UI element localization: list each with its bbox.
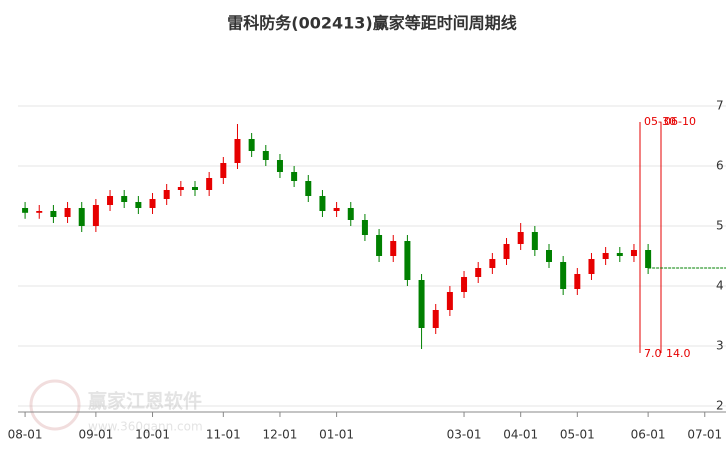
candle-body <box>319 196 326 211</box>
candle-body <box>248 139 255 151</box>
candle-body <box>376 235 383 256</box>
watermark-logo <box>29 379 81 431</box>
candle-body <box>546 250 552 262</box>
candle-body <box>390 241 397 256</box>
x-tick-label: 09-01 <box>78 428 113 442</box>
candle-body <box>347 208 354 220</box>
candle-body <box>461 277 468 292</box>
candle-body <box>234 139 241 163</box>
candle-body <box>64 208 71 217</box>
x-tick-label: 06-01 <box>631 428 666 442</box>
watermark-url: www.360gann.com <box>88 420 203 434</box>
cycle-days: 14.0 <box>666 347 691 360</box>
x-tick-label: 07-01 <box>687 428 722 442</box>
candle-body <box>418 280 425 328</box>
y-tick-label: 2 <box>716 399 724 413</box>
candle-body <box>531 232 538 250</box>
y-tick-label: 3 <box>716 339 724 353</box>
candle-body <box>645 250 652 268</box>
y-tick-label: 6 <box>716 159 724 173</box>
x-tick-label: 12-01 <box>263 428 298 442</box>
candle-body <box>588 259 595 274</box>
y-tick-label: 7 <box>716 99 724 113</box>
x-tick-label: 01-01 <box>319 428 354 442</box>
candle-body <box>305 181 312 196</box>
candle-body <box>121 196 128 202</box>
candle-body <box>404 241 411 280</box>
candle-body <box>503 244 510 259</box>
candle-body <box>560 262 567 289</box>
candle-body <box>177 187 184 190</box>
candle-body <box>192 187 198 190</box>
candle-body <box>432 310 439 328</box>
candle-body <box>163 190 170 199</box>
candle-body <box>92 205 99 226</box>
candle-body <box>107 196 114 205</box>
candle-body <box>475 268 482 277</box>
candle-body <box>206 178 213 190</box>
candle-body <box>630 250 637 256</box>
cycle-date: 06-10 <box>664 115 696 128</box>
cycle-date: 05-30 <box>644 115 676 128</box>
candle-body <box>602 253 609 259</box>
candle-body <box>135 202 142 208</box>
candle-body <box>574 274 581 289</box>
y-tick-label: 5 <box>716 219 724 233</box>
candle-body <box>22 208 29 213</box>
x-tick-label: 04-01 <box>503 428 538 442</box>
watermark: 赢家江恩软件 www.360gann.com <box>29 379 203 434</box>
candle-body <box>276 160 283 172</box>
candle-body <box>291 172 298 181</box>
candle-body <box>517 232 524 244</box>
candle-body <box>446 292 453 310</box>
x-tick-label: 10-01 <box>135 428 170 442</box>
candle-body <box>50 211 57 217</box>
y-tick-label: 4 <box>716 279 724 293</box>
candle-body <box>220 163 227 178</box>
candle-body <box>333 208 340 211</box>
x-tick-label: 08-01 <box>8 428 43 442</box>
candle-body <box>616 253 623 256</box>
candle-body <box>78 208 85 226</box>
candle-body <box>361 220 368 235</box>
x-tick-label: 05-01 <box>560 428 595 442</box>
candle-body <box>36 211 43 213</box>
x-tick-label: 11-01 <box>206 428 241 442</box>
watermark-name: 赢家江恩软件 <box>88 390 202 413</box>
cycle-days: 7.0 <box>644 347 662 360</box>
candle-body <box>149 199 156 208</box>
candle-body <box>262 151 269 160</box>
candle-body <box>489 259 496 268</box>
chart-title: 雷科防务(002413)赢家等距时间周期线 <box>227 14 516 33</box>
x-tick-label: 03-01 <box>447 428 482 442</box>
